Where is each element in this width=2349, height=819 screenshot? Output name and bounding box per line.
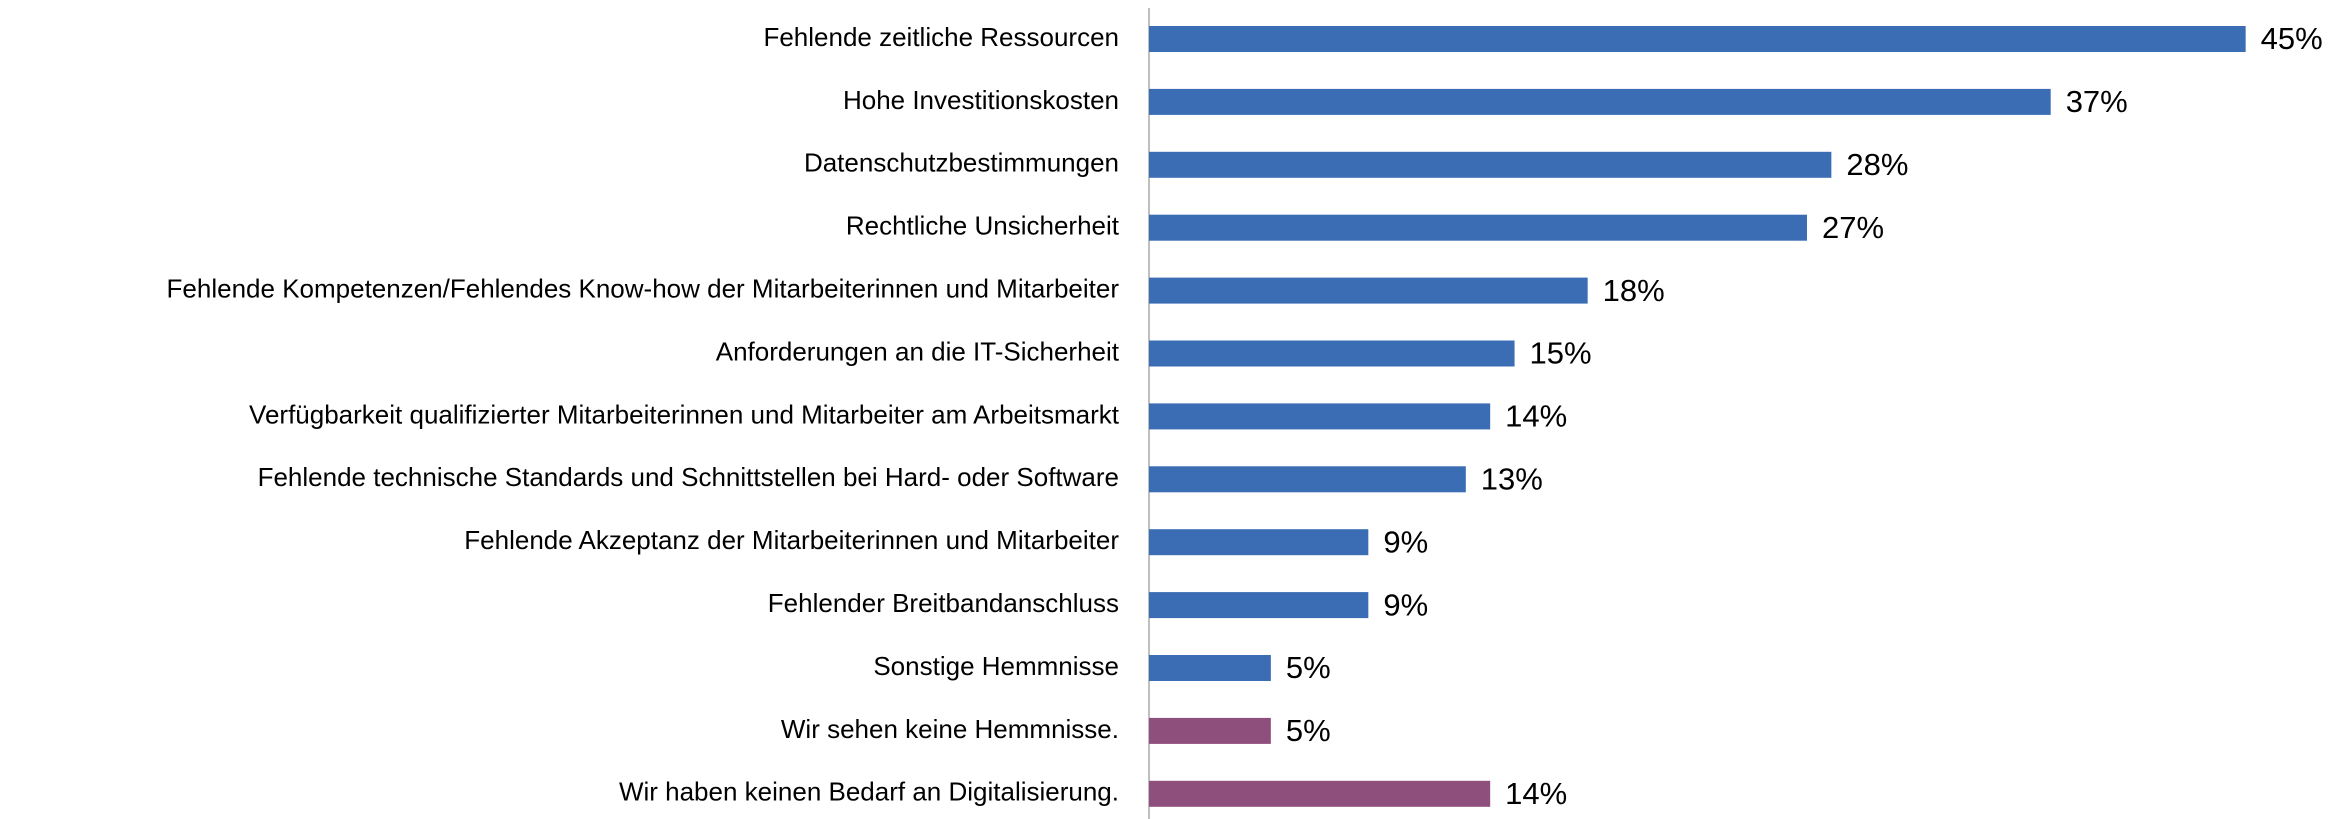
- bar: [1149, 717, 1271, 744]
- value-label: 27%: [1822, 210, 1884, 245]
- category-label: Wir sehen keine Hemmnisse.: [781, 714, 1119, 744]
- value-label: 28%: [1846, 147, 1908, 182]
- value-label: 18%: [1603, 273, 1665, 308]
- bar: [1149, 277, 1588, 304]
- category-label: Fehlende zeitliche Ressourcen: [763, 22, 1119, 52]
- value-label: 14%: [1505, 399, 1567, 434]
- category-label: Wir haben keinen Bedarf an Digitalisieru…: [619, 777, 1119, 807]
- bar: [1149, 214, 1807, 241]
- category-label: Rechtliche Unsicherheit: [846, 211, 1120, 241]
- bar: [1149, 592, 1369, 619]
- value-label: 14%: [1505, 776, 1567, 811]
- bar: [1149, 655, 1271, 681]
- category-label: Hohe Investitionskosten: [843, 85, 1119, 115]
- value-label: 5%: [1286, 650, 1331, 685]
- category-label: Fehlende technische Standards und Schnit…: [258, 462, 1119, 492]
- value-label: 37%: [2066, 84, 2128, 119]
- value-label: 13%: [1481, 461, 1543, 496]
- category-label: Fehlende Akzeptanz der Mitarbeiterinnen …: [464, 525, 1119, 555]
- category-label: Anforderungen an die IT-Sicherheit: [716, 336, 1120, 366]
- bar: [1149, 88, 2051, 115]
- bar: [1149, 780, 1491, 807]
- bar: [1149, 26, 2246, 52]
- category-label: Fehlende Kompetenzen/Fehlendes Know-how …: [167, 273, 1120, 303]
- value-label: 9%: [1383, 524, 1428, 559]
- bar: [1149, 466, 1466, 493]
- bar: [1149, 340, 1515, 367]
- value-label: 15%: [1530, 336, 1592, 371]
- value-label: 45%: [2261, 21, 2323, 56]
- value-label: 9%: [1383, 587, 1428, 622]
- category-label: Fehlender Breitbandanschluss: [768, 588, 1119, 618]
- category-label: Verfügbarkeit qualifizierter Mitarbeiter…: [249, 399, 1120, 429]
- category-label: Sonstige Hemmnisse: [873, 651, 1119, 681]
- value-label: 5%: [1286, 713, 1331, 748]
- category-label: Datenschutzbestimmungen: [804, 148, 1119, 178]
- bar: [1149, 151, 1832, 178]
- bar: [1149, 529, 1369, 556]
- bar: [1149, 403, 1491, 430]
